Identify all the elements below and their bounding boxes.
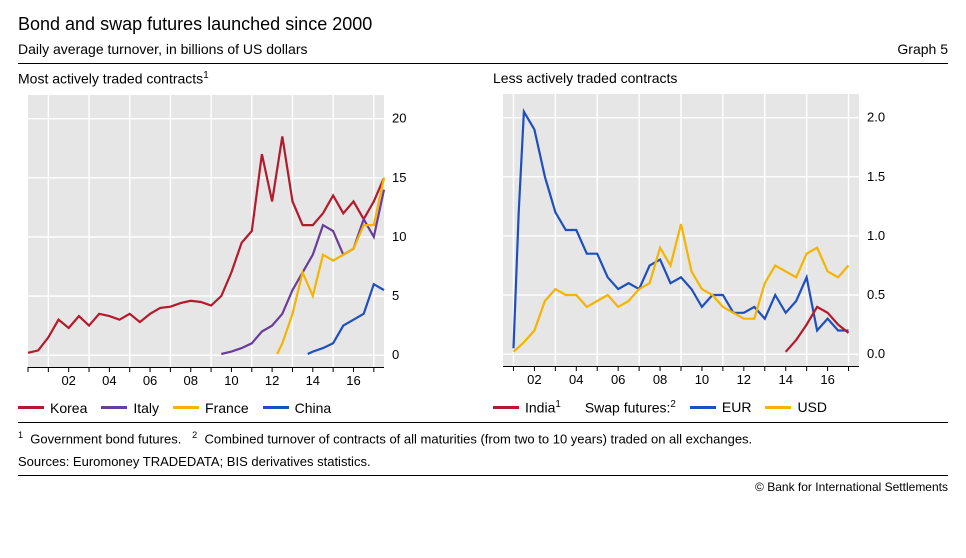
legend-swap-futures-label: Swap futures:2 [585,399,676,416]
svg-text:14: 14 [306,373,320,388]
svg-text:16: 16 [346,373,360,388]
svg-text:2.0: 2.0 [867,110,885,125]
svg-text:14: 14 [778,372,792,387]
panel-left-title: Most actively traded contracts1 [18,70,473,87]
svg-text:08: 08 [653,372,667,387]
chart-subtitle: Daily average turnover, in billions of U… [18,41,307,57]
panels-row: Most actively traded contracts1 0 5 10 15 20… [18,70,948,423]
svg-text:1.5: 1.5 [867,169,885,184]
footnotes: 1 Government bond futures. 2 Combined tu… [18,429,948,448]
footnote-2: Combined turnover of contracts of all ma… [204,431,752,446]
svg-text:04: 04 [569,372,583,387]
svg-text:06: 06 [143,373,157,388]
panel-right: Less actively traded contracts 0.0 0.5 1.0… [493,70,948,416]
svg-text:0: 0 [392,347,399,362]
graph-number: Graph 5 [897,41,948,57]
svg-text:06: 06 [611,372,625,387]
chart-right: 0.0 0.5 1.0 1.5 2.0 02 04 06 08 10 12 14 16 [493,90,948,395]
legend-left: Korea Italy France China [18,400,473,416]
copyright: © Bank for International Settlements [18,480,948,494]
svg-text:12: 12 [737,372,751,387]
svg-text:02: 02 [61,373,75,388]
svg-text:0.5: 0.5 [867,287,885,302]
legend-korea: Korea [18,400,87,416]
legend-india: India1 [493,399,561,416]
svg-text:0.0: 0.0 [867,346,885,361]
svg-text:10: 10 [392,229,406,244]
legend-usd: USD [765,399,827,415]
legend-china: China [263,400,332,416]
legend-france: France [173,400,249,416]
chart-right-svg: 0.0 0.5 1.0 1.5 2.0 02 04 06 08 10 12 14 16 [493,90,903,390]
chart-title: Bond and swap futures launched since 200… [18,14,372,35]
svg-text:1.0: 1.0 [867,228,885,243]
panel-right-title: Less actively traded contracts [493,70,948,86]
chart-left: 0 5 10 15 20 02 04 06 08 10 12 14 16 [18,91,473,396]
svg-text:02: 02 [527,372,541,387]
legend-eur: EUR [690,399,752,415]
legend-right: India1 Swap futures:2 EUR USD [493,399,948,416]
svg-text:10: 10 [224,373,238,388]
svg-text:16: 16 [820,372,834,387]
svg-text:10: 10 [695,372,709,387]
sources-line: Sources: Euromoney TRADEDATA; BIS deriva… [18,454,948,476]
footnote-1: Government bond futures. [30,431,181,446]
chart-left-svg: 0 5 10 15 20 02 04 06 08 10 12 14 16 [18,91,428,391]
panel-left: Most actively traded contracts1 0 5 10 15 20… [18,70,473,416]
svg-text:08: 08 [184,373,198,388]
svg-text:15: 15 [392,169,406,184]
svg-text:04: 04 [102,373,116,388]
svg-text:20: 20 [392,110,406,125]
legend-italy: Italy [101,400,159,416]
svg-text:12: 12 [265,373,279,388]
svg-text:5: 5 [392,288,399,303]
